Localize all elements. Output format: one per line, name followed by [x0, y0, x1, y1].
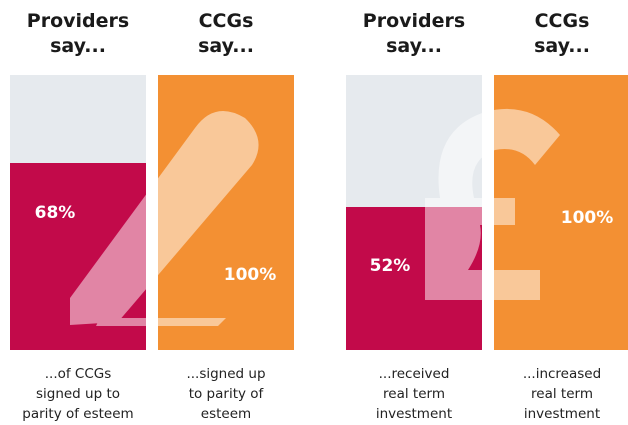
caption: ...received real term investment	[375, 366, 453, 422]
column-header: Providers say...	[26, 10, 130, 57]
value-label: 52%	[369, 256, 411, 276]
caption: ...increased real term investment	[522, 366, 602, 422]
value-label: 100%	[223, 265, 277, 285]
caption: ...of CCGs signed up to parity of esteem	[22, 366, 134, 422]
column-header: CCGs say...	[198, 10, 254, 57]
value-label: 68%	[34, 203, 76, 223]
caption: ...signed up to parity of esteem	[186, 366, 266, 422]
column-header: CCGs say...	[534, 10, 590, 57]
pound-icon	[425, 108, 560, 300]
column-header: Providers say...	[362, 10, 466, 57]
pen-icon	[70, 110, 259, 327]
value-label: 100%	[560, 208, 614, 228]
